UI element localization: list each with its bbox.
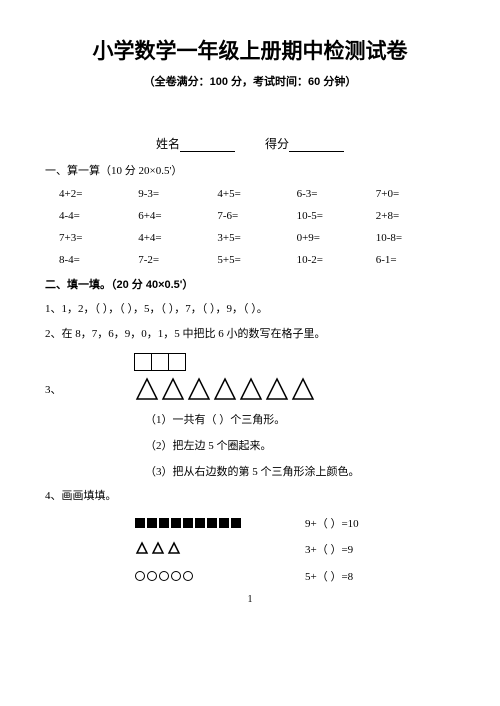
q3-sub1: （1）一共有（ ）个三角形。 xyxy=(145,411,455,427)
square-icon xyxy=(159,518,169,528)
answer-box[interactable] xyxy=(168,353,186,371)
calc-cell: 6-1= xyxy=(376,254,455,266)
square-icon xyxy=(171,518,181,528)
square-icon xyxy=(219,518,229,528)
calc-cell: 0+9= xyxy=(297,232,376,244)
triangle-icon xyxy=(161,377,185,401)
calc-cell: 7-2= xyxy=(138,254,217,266)
calc-cell: 8-4= xyxy=(59,254,138,266)
calc-cell: 7+0= xyxy=(376,188,455,200)
triangle-icon xyxy=(135,377,159,401)
shape-eq-row: 3+（ ）=9 xyxy=(135,541,455,558)
answer-boxes xyxy=(135,353,455,371)
calc-cell: 9-3= xyxy=(138,188,217,200)
triangle-icon xyxy=(239,377,263,401)
square-icon xyxy=(195,518,205,528)
calc-cell: 5+5= xyxy=(217,254,296,266)
triangle-shapes xyxy=(135,377,317,401)
equation: 3+（ ）=9 xyxy=(305,541,425,557)
square-icon xyxy=(183,518,193,528)
calc-cell: 2+8= xyxy=(376,210,455,222)
score-label: 得分 xyxy=(265,137,289,151)
q3-label: 3、 xyxy=(45,381,135,397)
shapes-col xyxy=(135,541,305,558)
q1: 1、1，2，（ ），（ ），5，（ ），7，（ ），9，（ ）。 xyxy=(45,302,455,317)
triangle-small-icon xyxy=(135,541,149,558)
q3-sub2: （2）把左边 5 个圈起来。 xyxy=(145,437,455,453)
shape-eq-row: 5+（ ）=8 xyxy=(135,568,455,584)
exam-title: 小学数学一年级上册期中检测试卷 xyxy=(45,35,455,65)
circle-icon xyxy=(171,571,181,581)
calc-cell: 7+3= xyxy=(59,232,138,244)
calc-cell: 10-2= xyxy=(297,254,376,266)
section1-heading: 一、算一算（10 分 20×0.5'） xyxy=(45,162,455,178)
calc-cell: 6-3= xyxy=(297,188,376,200)
triangle-icon xyxy=(213,377,237,401)
calc-cell: 10-8= xyxy=(376,232,455,244)
exam-subtitle: （全卷满分：100 分，考试时间：60 分钟） xyxy=(45,73,455,89)
triangle-small-icon xyxy=(151,541,165,558)
square-icon xyxy=(207,518,217,528)
name-label: 姓名 xyxy=(156,137,180,151)
equation: 9+（ ）=10 xyxy=(305,515,425,531)
name-blank[interactable] xyxy=(180,139,235,152)
triangle-icon xyxy=(265,377,289,401)
answer-box[interactable] xyxy=(151,353,169,371)
q3-row: 3、 xyxy=(45,377,455,401)
equation: 5+（ ）=8 xyxy=(305,568,425,584)
calc-cell: 7-6= xyxy=(217,210,296,222)
q4-label: 4、画画填填。 xyxy=(45,489,455,504)
circle-icon xyxy=(183,571,193,581)
answer-box[interactable] xyxy=(134,353,152,371)
calc-cell: 6+4= xyxy=(138,210,217,222)
shapes-col xyxy=(135,570,305,582)
square-icon xyxy=(231,518,241,528)
calc-cell: 4+2= xyxy=(59,188,138,200)
q2: 2、在 8，7，6，9，0，1，5 中把比 6 小的数写在格子里。 xyxy=(45,327,455,342)
calc-cell: 4+5= xyxy=(217,188,296,200)
calc-cell: 10-5= xyxy=(297,210,376,222)
triangle-icon xyxy=(291,377,315,401)
calc-cell: 4-4= xyxy=(59,210,138,222)
shapes-col xyxy=(135,517,305,529)
circle-icon xyxy=(135,571,145,581)
section2-heading: 二、填一填。（20 分 40×0.5'） xyxy=(45,276,455,292)
score-blank[interactable] xyxy=(289,139,344,152)
square-icon xyxy=(135,518,145,528)
calc-grid: 4+2=9-3=4+5=6-3=7+0= 4-4=6+4=7-6=10-5=2+8… xyxy=(59,188,455,266)
shape-eq-row: 9+（ ）=10 xyxy=(135,515,455,531)
name-score-line: 姓名 得分 xyxy=(45,135,455,152)
calc-cell: 4+4= xyxy=(138,232,217,244)
circle-icon xyxy=(159,571,169,581)
q3-sub3: （3）把从右边数的第 5 个三角形涂上颜色。 xyxy=(145,463,455,479)
calc-cell: 3+5= xyxy=(217,232,296,244)
circle-icon xyxy=(147,571,157,581)
square-icon xyxy=(147,518,157,528)
page-number: 1 xyxy=(45,594,455,605)
triangle-icon xyxy=(187,377,211,401)
triangle-small-icon xyxy=(167,541,181,558)
